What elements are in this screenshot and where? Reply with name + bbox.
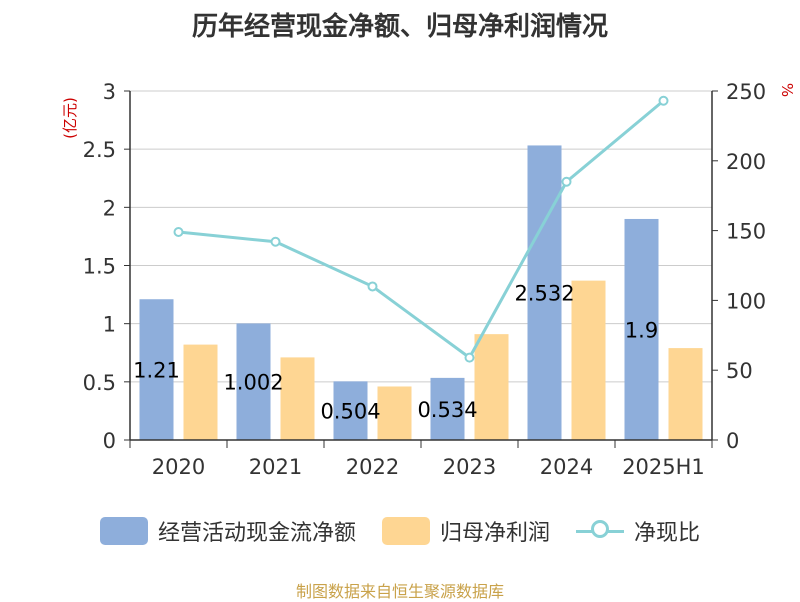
x-tick-label: 2022 [346, 455, 399, 479]
data-label-cashflow: 2.532 [514, 282, 574, 306]
bar-netprofit [571, 280, 606, 440]
x-tick-label: 2021 [249, 455, 302, 479]
ratio-point [270, 236, 281, 247]
legend-item-ratio[interactable]: 净现比 [576, 515, 700, 547]
ratio-point [658, 95, 669, 106]
y-left-tick-label: 3 [103, 80, 116, 104]
y-right-tick-label: 150 [726, 220, 766, 244]
bar-cashflow [333, 381, 368, 440]
legend-label-netprofit: 归母净利润 [439, 521, 550, 546]
y-left-axis-label: (亿元) [61, 97, 79, 139]
x-tick-label: 2023 [443, 455, 496, 479]
bar-netprofit [474, 334, 509, 440]
axes: 0 0.5 1 1.5 2 2.5 3 0 50 100 150 200 250 (亿元)% 2020 202… [61, 80, 796, 479]
data-label-cashflow: 1.9 [625, 318, 658, 342]
x-tick-label: 2024 [540, 455, 593, 479]
legend-label-ratio: 净现比 [634, 521, 701, 546]
legend-swatch-cashflow [99, 517, 148, 545]
bar-netprofit [183, 344, 218, 440]
y-left-tick-label: 0.5 [83, 371, 116, 395]
x-tick-label: 2020 [152, 455, 205, 479]
data-labels: 1.21 1.002 0.504 0.534 2.532 1.9 [133, 282, 658, 424]
legend-swatch-netprofit [381, 517, 430, 545]
bar-cashflow [527, 145, 562, 440]
y-right-axis-label: % [778, 83, 796, 97]
x-tick-label: 2025H1 [622, 455, 705, 479]
bar-netprofit [280, 357, 315, 440]
ratio-line [173, 95, 669, 363]
data-label-cashflow: 1.21 [133, 359, 180, 383]
ratio-point [367, 281, 378, 292]
legend-item-netprofit[interactable]: 归母净利润 [381, 515, 550, 547]
y-right-tick-label: 250 [726, 80, 766, 104]
ratio-line-path [178, 99, 665, 360]
bar-cashflow [139, 299, 174, 440]
y-left-tick-label: 0 [103, 429, 116, 453]
bar-cashflow [430, 377, 465, 440]
y-right-tick-label: 200 [726, 150, 766, 174]
source-note: 制图数据来自恒生聚源数据库 [295, 582, 504, 601]
data-label-cashflow: 0.534 [417, 398, 477, 422]
y-right-tick-label: 0 [726, 429, 739, 453]
chart-title: 历年经营现金净额、归母净利润情况 [191, 12, 608, 42]
bar-netprofit [377, 386, 412, 440]
legend: 经营活动现金流净额 归母净利润 净现比 [0, 515, 800, 547]
y-left-tick-label: 1.5 [83, 255, 116, 279]
bar-cashflow [624, 218, 659, 440]
y-right-tick-label: 50 [726, 359, 753, 383]
legend-item-cashflow[interactable]: 经营活动现金流净额 [99, 515, 356, 547]
y-left-tick-label: 1 [103, 313, 116, 337]
legend-swatch-ratio [576, 517, 624, 545]
y-right-tick-label: 100 [726, 289, 766, 313]
ratio-point [464, 352, 475, 363]
legend-label-cashflow: 经营活动现金流净额 [157, 521, 356, 546]
data-label-cashflow: 1.002 [223, 371, 283, 395]
ratio-point [173, 226, 184, 237]
bar-cashflow [236, 323, 271, 440]
data-label-cashflow: 0.504 [320, 400, 380, 424]
ratio-point [561, 176, 572, 187]
y-left-tick-label: 2 [103, 196, 116, 220]
y-left-tick-label: 2.5 [83, 138, 116, 162]
bar-netprofit [668, 348, 703, 440]
bars [139, 145, 703, 440]
